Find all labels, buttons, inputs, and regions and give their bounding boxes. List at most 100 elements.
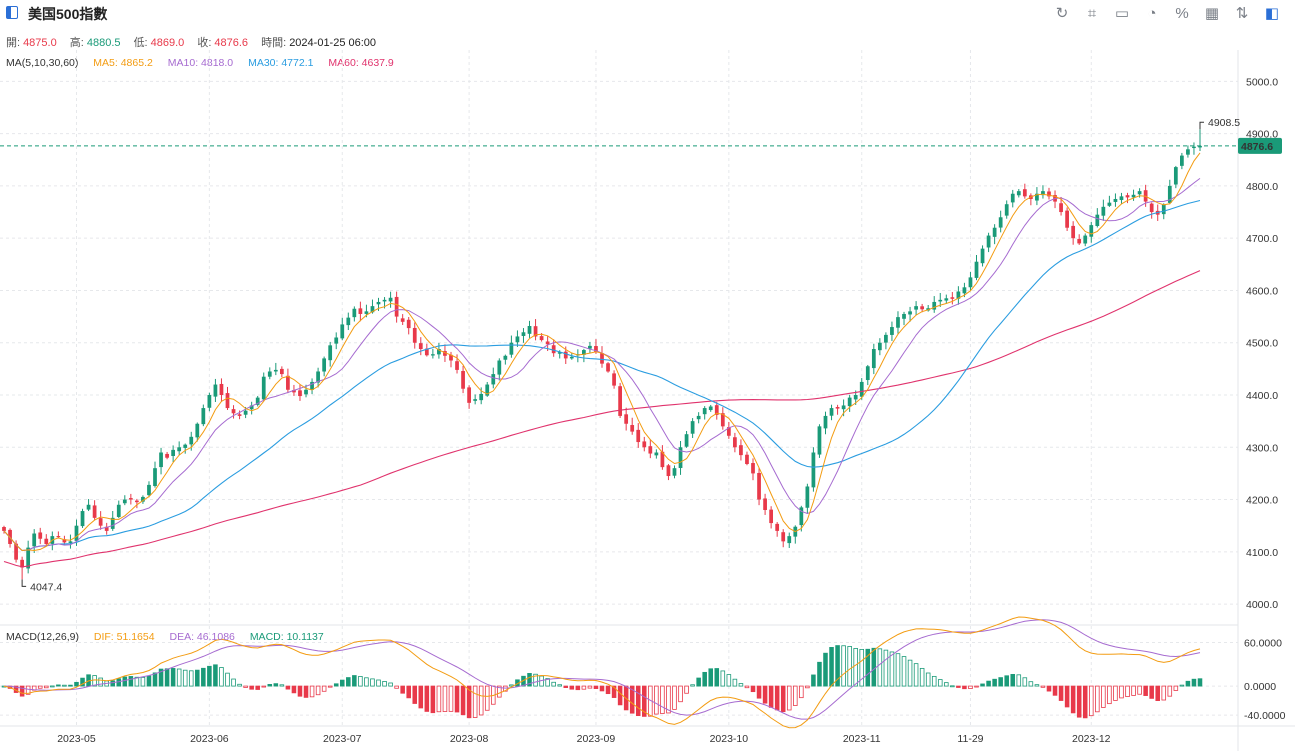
macd-histogram-bar	[708, 668, 713, 687]
macd-histogram-bar	[980, 683, 985, 687]
macd-histogram-bar	[92, 675, 97, 687]
macd-histogram-bar	[1028, 681, 1034, 687]
macd-histogram-bar	[551, 681, 556, 687]
macd-legend: MACD(12,26,9) DIF: 51.1654 DEA: 46.1086 …	[6, 631, 336, 643]
macd-histogram-bar	[1082, 685, 1088, 719]
macd-histogram-bar	[1113, 685, 1118, 701]
top-bar: 美国500指數 ↻ ⌗ ▭ ◔% ▦ ⇅ ◧	[0, 0, 1295, 26]
pie-icon[interactable]: ◔	[1147, 4, 1157, 22]
candle-body	[835, 407, 840, 409]
ma60-line	[3, 270, 1201, 568]
price-tick-label: 4900.0	[1246, 129, 1278, 141]
candle-body	[799, 507, 804, 526]
macd-histogram-bar	[1058, 685, 1064, 701]
candle-body	[1071, 225, 1076, 239]
candle-body	[479, 393, 484, 401]
time-tick-label: 2023-10	[710, 733, 749, 745]
candle-body	[1077, 238, 1082, 244]
macd-histogram-bar	[1137, 685, 1142, 695]
macd-histogram-bar	[1173, 685, 1179, 691]
candle-body	[787, 536, 792, 544]
macd-histogram-bar	[484, 685, 490, 711]
macd-histogram-bar	[158, 668, 164, 687]
candle-body	[135, 500, 139, 503]
macd-histogram-bar	[231, 678, 236, 687]
time-tick-label: 2023-09	[577, 733, 616, 745]
candle-body	[406, 319, 411, 329]
candle-body	[286, 375, 290, 390]
candle-body	[503, 355, 508, 360]
time-label: 時間:	[261, 37, 287, 49]
macd-histogram-bar	[865, 648, 871, 687]
macd-histogram-bar	[364, 677, 369, 687]
candle-body	[443, 351, 447, 356]
macd-histogram-bar	[702, 671, 707, 687]
macd-histogram-bar	[756, 685, 762, 699]
percent-icon[interactable]: %	[1175, 4, 1189, 22]
low-label: 低:	[133, 37, 148, 49]
candle-body	[1083, 235, 1088, 244]
time-tick-label: 2023-05	[57, 733, 96, 745]
macd-histogram-bar	[956, 685, 961, 688]
high-label: 高:	[69, 37, 84, 49]
candle-body	[630, 425, 635, 432]
ma30-legend: MA30: 4772.1	[248, 57, 314, 69]
candle-body	[104, 526, 109, 531]
candle-body	[920, 306, 925, 310]
macd-histogram-bar	[1161, 685, 1167, 701]
macd-histogram-bar	[50, 685, 55, 688]
candle-body	[1065, 210, 1069, 228]
candle-body	[515, 336, 520, 343]
candle-body	[582, 350, 586, 355]
candle-body	[128, 498, 133, 500]
macd-histogram-bar	[853, 648, 858, 687]
layout-icon[interactable]: ◧	[1264, 5, 1280, 22]
macd-histogram-bar	[635, 685, 641, 717]
macd-histogram-bar	[925, 672, 931, 687]
compare-icon[interactable]: ⇅	[1235, 5, 1249, 22]
indicator-icon[interactable]: ▭	[1114, 5, 1130, 22]
macd-histogram-bar	[569, 685, 575, 690]
candle-body	[684, 434, 689, 447]
annotation-arrow	[21, 579, 27, 587]
macd-histogram-bar	[684, 685, 689, 694]
candle-body	[243, 410, 248, 415]
price-tick-label: 5000.0	[1246, 76, 1278, 88]
candle-body	[201, 408, 206, 425]
candle-body	[110, 517, 115, 529]
macd-histogram-bar	[1046, 685, 1052, 692]
price-tick-label: 4800.0	[1246, 181, 1278, 193]
candle-body	[594, 346, 598, 353]
chart-title: 美国500指數	[28, 6, 108, 22]
candle-body	[38, 532, 43, 539]
macd-histogram-bar	[346, 677, 351, 687]
macd-histogram-bar	[116, 678, 122, 687]
macd-histogram-bar	[581, 685, 587, 690]
candle-body	[672, 468, 677, 476]
macd-histogram-bar	[128, 676, 134, 687]
candle-body	[896, 317, 900, 328]
candle-body	[956, 291, 961, 299]
candle-body	[696, 415, 701, 420]
candle-body	[1125, 195, 1130, 198]
macd-histogram-bar	[563, 685, 569, 688]
candle-body	[491, 374, 496, 385]
candle-body	[273, 369, 278, 372]
grid-icon[interactable]: ▦	[1204, 5, 1220, 22]
macd-histogram-bar	[80, 677, 85, 687]
draw-tool-icon[interactable]: ⌗	[1087, 4, 1097, 22]
macd-histogram-bar	[750, 685, 756, 693]
candle-body	[998, 217, 1003, 228]
candle-body	[437, 349, 441, 355]
macd-histogram-bar	[527, 673, 532, 687]
candle-body	[430, 354, 435, 356]
candle-body	[720, 413, 725, 427]
candle-body	[702, 408, 707, 415]
refresh-icon[interactable]: ↻	[1055, 5, 1069, 22]
macd-histogram-bar	[430, 685, 436, 714]
candle-body	[449, 354, 453, 361]
candle-body	[292, 390, 296, 393]
macd-histogram-bar	[201, 667, 206, 687]
candle-body	[473, 399, 478, 401]
